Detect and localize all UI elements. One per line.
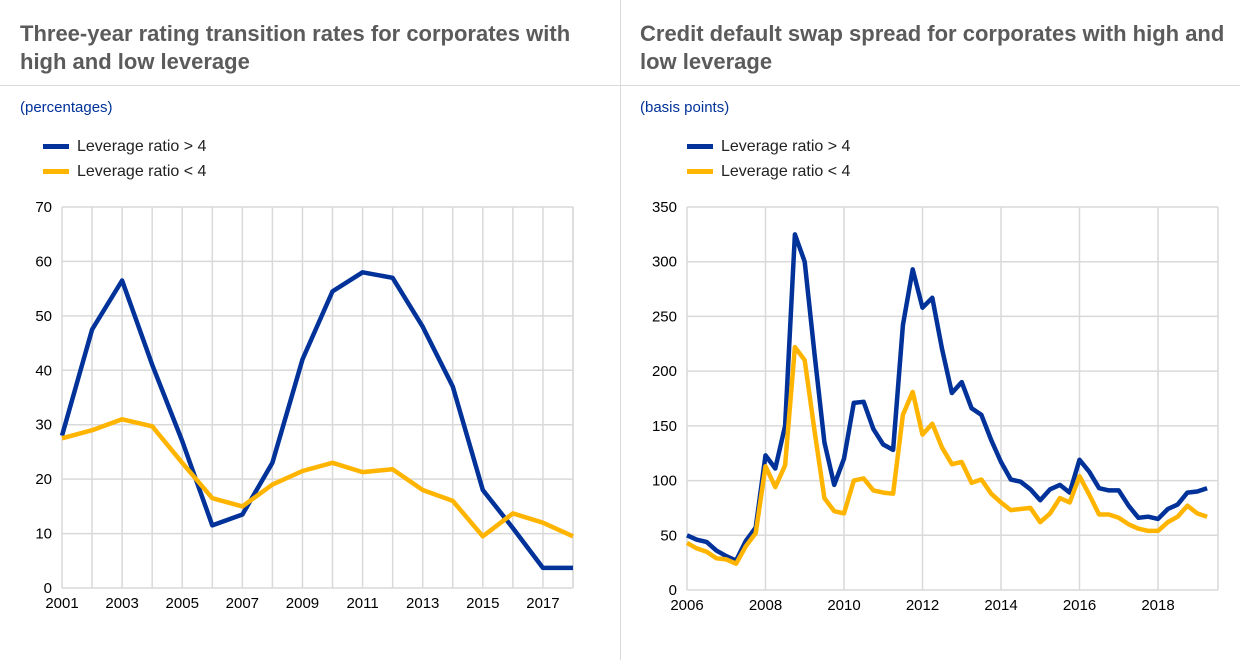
chart-subtitle: (percentages) xyxy=(20,99,113,116)
y-tick-label: 0 xyxy=(669,582,677,599)
legend-label: Leverage ratio > 4 xyxy=(721,138,851,155)
x-tick-label: 2015 xyxy=(466,595,499,612)
y-tick-label: 200 xyxy=(652,363,677,380)
y-tick-label: 100 xyxy=(652,473,677,490)
title-rule xyxy=(0,85,620,86)
series-line-low-leverage xyxy=(61,417,574,539)
x-tick-label: 2012 xyxy=(906,597,939,614)
x-tick-label: 2013 xyxy=(406,595,439,612)
chart-subtitle: (basis points) xyxy=(640,99,730,116)
y-tick-label: 50 xyxy=(660,527,677,544)
legend-swatch xyxy=(687,144,713,150)
x-tick-label: 2005 xyxy=(166,595,199,612)
y-tick-label: 350 xyxy=(652,199,677,216)
series-line-high-leverage xyxy=(686,232,1208,563)
series-line-high-leverage xyxy=(59,270,573,571)
chart-title: Three-year rating transition rates for c… xyxy=(20,21,571,74)
right-panel: Credit default swap spread for corporate… xyxy=(620,0,1240,660)
y-tick-label: 300 xyxy=(652,254,677,271)
x-tick-label: 2010 xyxy=(827,597,860,614)
legend-label: Leverage ratio < 4 xyxy=(721,163,851,180)
panel-divider xyxy=(620,0,621,660)
y-tick-label: 150 xyxy=(652,418,677,435)
y-tick-label: 30 xyxy=(35,417,52,434)
legend-swatch xyxy=(43,144,69,150)
legend-swatch xyxy=(43,169,69,175)
legend-item-high: Leverage ratio > 4 xyxy=(43,138,206,156)
x-tick-label: 2017 xyxy=(526,595,559,612)
x-tick-label: 2011 xyxy=(346,595,378,612)
legend-item-low: Leverage ratio < 4 xyxy=(687,163,850,181)
y-tick-label: 70 xyxy=(35,199,52,216)
y-tick-label: 20 xyxy=(35,471,52,488)
x-tick-label: 2016 xyxy=(1063,597,1096,614)
y-tick-label: 0 xyxy=(44,580,52,597)
legend-swatch xyxy=(687,169,713,175)
x-tick-label: 2014 xyxy=(984,597,1017,614)
x-tick-label: 2007 xyxy=(226,595,259,612)
y-tick-label: 250 xyxy=(652,308,677,325)
x-tick-label: 2009 xyxy=(286,595,319,612)
legend-item-low: Leverage ratio < 4 xyxy=(43,163,206,181)
chart-title: Credit default swap spread for corporate… xyxy=(640,21,1225,74)
legend-item-high: Leverage ratio > 4 xyxy=(687,138,850,156)
x-tick-label: 2018 xyxy=(1141,597,1174,614)
y-tick-label: 40 xyxy=(35,362,52,379)
x-tick-label: 2001 xyxy=(45,595,78,612)
series-line-low-leverage xyxy=(685,344,1208,566)
title-rule xyxy=(620,85,1240,86)
legend-label: Leverage ratio < 4 xyxy=(77,163,207,180)
y-tick-label: 50 xyxy=(35,308,52,325)
x-tick-label: 2006 xyxy=(670,597,703,614)
x-tick-label: 2003 xyxy=(105,595,138,612)
left-panel: Three-year rating transition rates for c… xyxy=(0,21,620,181)
x-tick-label: 2008 xyxy=(749,597,782,614)
legend-label: Leverage ratio > 4 xyxy=(77,138,207,155)
y-tick-label: 60 xyxy=(35,253,52,270)
y-tick-label: 10 xyxy=(35,526,52,543)
